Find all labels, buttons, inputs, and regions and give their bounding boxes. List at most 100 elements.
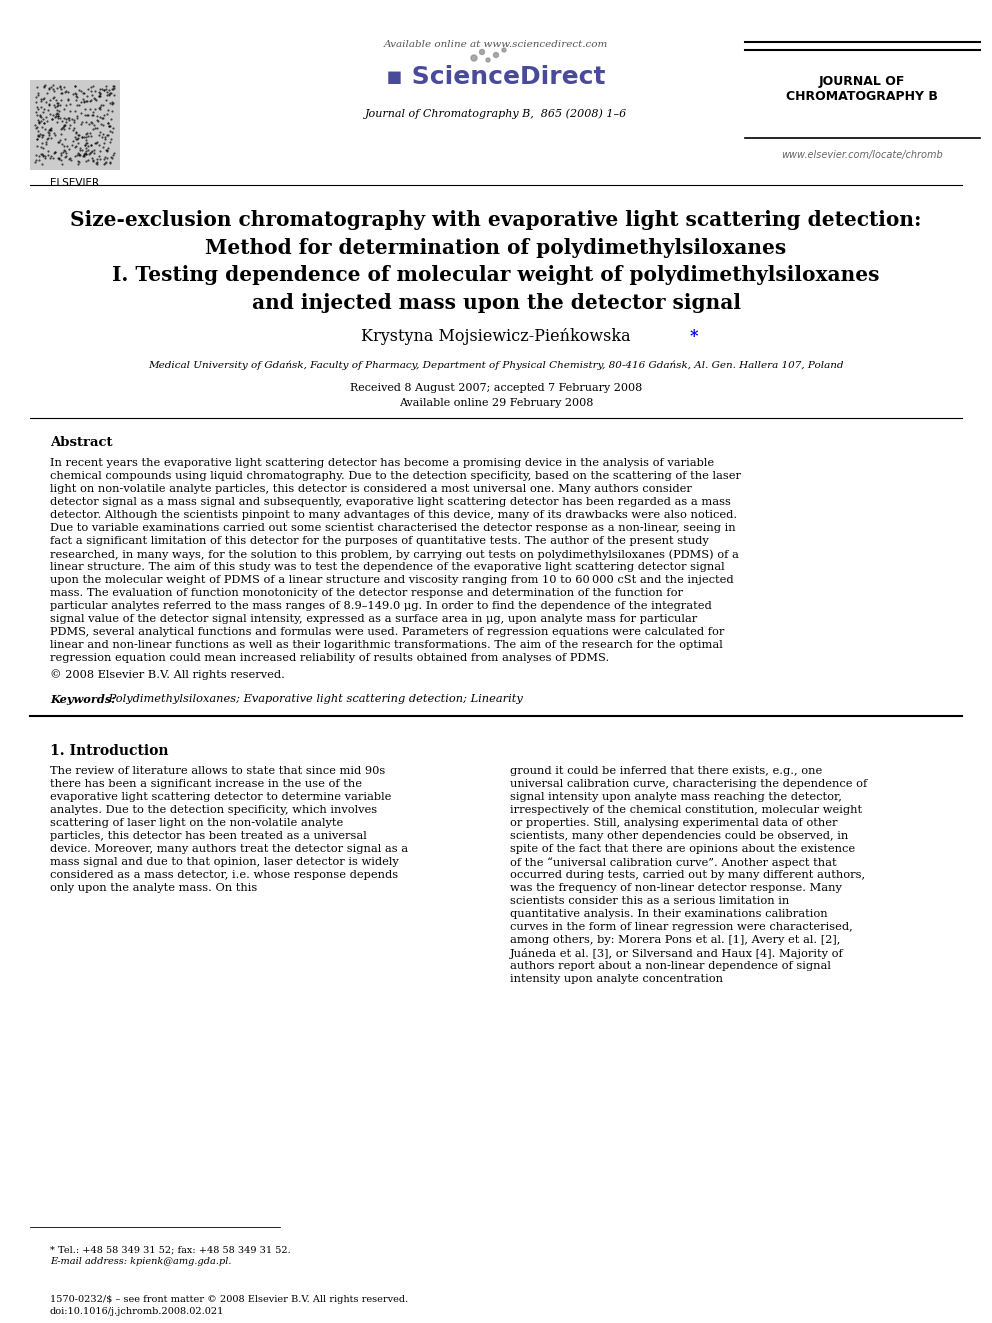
Point: [47, 143, 62, 164]
Point: [85, 114, 101, 135]
Point: [75, 143, 91, 164]
Point: [71, 79, 87, 101]
Point: [84, 140, 100, 161]
Point: [84, 105, 100, 126]
Point: [102, 83, 118, 105]
Text: universal calibration curve, characterising the dependence of: universal calibration curve, characteris…: [510, 779, 867, 789]
Point: [53, 123, 68, 144]
Point: [43, 116, 59, 138]
Point: [80, 78, 96, 99]
Point: [29, 105, 45, 126]
Point: [37, 112, 53, 134]
Point: [98, 89, 114, 110]
Point: [65, 119, 81, 140]
Text: mass signal and due to that opinion, laser detector is widely: mass signal and due to that opinion, las…: [50, 857, 399, 867]
Point: [79, 123, 95, 144]
Point: [105, 144, 121, 165]
Text: curves in the form of linear regression were characterised,: curves in the form of linear regression …: [510, 922, 853, 931]
Point: [55, 118, 70, 139]
Point: [35, 124, 51, 146]
Point: [57, 98, 72, 119]
Point: [77, 151, 93, 172]
Point: [33, 110, 49, 131]
Point: [47, 142, 62, 163]
Point: [75, 82, 91, 103]
Point: [81, 123, 97, 144]
Point: [90, 110, 106, 131]
Point: [63, 135, 79, 156]
Text: and injected mass upon the detector signal: and injected mass upon the detector sign…: [252, 292, 740, 314]
Point: [67, 85, 83, 106]
Point: [37, 74, 53, 95]
Text: spite of the fact that there are opinions about the existence: spite of the fact that there are opinion…: [510, 844, 855, 855]
Point: [100, 124, 116, 146]
Point: [99, 147, 115, 168]
Point: [48, 103, 63, 124]
Point: [66, 112, 82, 134]
Point: [42, 124, 58, 146]
Point: [89, 153, 105, 175]
Point: [36, 87, 52, 108]
Point: [57, 128, 72, 149]
Point: [96, 148, 112, 169]
Point: [69, 144, 85, 165]
Circle shape: [493, 53, 499, 57]
Point: [40, 128, 56, 149]
Point: [102, 132, 118, 153]
Point: [84, 85, 100, 106]
Point: [62, 101, 77, 122]
Point: [31, 82, 47, 103]
Point: [102, 93, 118, 114]
Text: I. Testing dependence of molecular weight of polydimethylsiloxanes: I. Testing dependence of molecular weigh…: [112, 265, 880, 284]
Point: [73, 114, 89, 135]
Point: [104, 148, 120, 169]
Point: [64, 83, 80, 105]
Point: [58, 111, 73, 132]
Point: [86, 142, 102, 163]
Point: [59, 136, 74, 157]
Point: [29, 135, 45, 156]
Point: [79, 105, 95, 126]
Text: evaporative light scattering detector to determine variable: evaporative light scattering detector to…: [50, 792, 392, 802]
Point: [78, 91, 94, 112]
Point: [78, 132, 94, 153]
Text: detector signal as a mass signal and subsequently, evaporative light scattering : detector signal as a mass signal and sub…: [50, 497, 731, 507]
Point: [46, 78, 62, 99]
Point: [103, 147, 119, 168]
Point: [91, 78, 107, 99]
Point: [90, 98, 106, 119]
Point: [61, 107, 76, 128]
Point: [68, 86, 84, 107]
Point: [80, 126, 96, 147]
Point: [99, 124, 115, 146]
Text: E-mail address: kpienk@amg.gda.pl.: E-mail address: kpienk@amg.gda.pl.: [50, 1257, 231, 1266]
Point: [34, 132, 50, 153]
Point: [91, 124, 107, 146]
Point: [101, 83, 117, 105]
Point: [69, 151, 85, 172]
Point: [56, 142, 71, 163]
Text: upon the molecular weight of PDMS of a linear structure and viscosity ranging fr: upon the molecular weight of PDMS of a l…: [50, 576, 734, 585]
Text: chemical compounds using liquid chromatography. Due to the detection specificity: chemical compounds using liquid chromato…: [50, 471, 741, 482]
Point: [68, 122, 84, 143]
Point: [40, 120, 56, 142]
Point: [82, 90, 98, 111]
Text: ELSEVIER: ELSEVIER: [51, 179, 99, 188]
Point: [85, 119, 101, 140]
Point: [62, 148, 77, 169]
Point: [95, 94, 111, 115]
Point: [62, 107, 77, 128]
Point: [59, 143, 74, 164]
Point: [61, 90, 76, 111]
Text: Size-exclusion chromatography with evaporative light scattering detection:: Size-exclusion chromatography with evapo…: [70, 210, 922, 230]
Point: [87, 89, 103, 110]
Point: [66, 110, 82, 131]
Point: [77, 124, 93, 146]
Point: [76, 91, 92, 112]
Text: or properties. Still, analysing experimental data of other: or properties. Still, analysing experime…: [510, 818, 837, 828]
Point: [31, 149, 47, 171]
Point: [93, 78, 109, 99]
Point: [60, 87, 75, 108]
Point: [77, 127, 93, 148]
Point: [33, 89, 49, 110]
